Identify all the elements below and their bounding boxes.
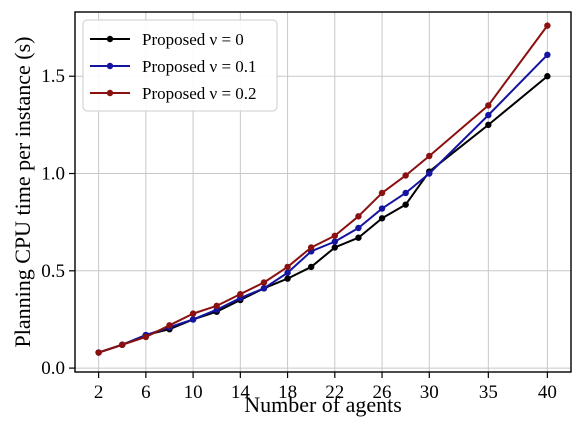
x-tick-label: 35 [479, 382, 498, 403]
data-point [142, 333, 150, 341]
y-tick-label: 0.5 [41, 261, 65, 282]
x-tick-label: 2 [94, 382, 104, 403]
series-line-0 [95, 73, 551, 356]
y-tick-label: 1.5 [41, 66, 65, 87]
data-point [485, 102, 492, 109]
x-tick-label: 6 [141, 382, 151, 403]
data-point [166, 322, 173, 329]
data-point [189, 310, 197, 317]
data-point [402, 172, 409, 179]
x-tick-label: 26 [373, 382, 392, 403]
series-line-2 [95, 22, 551, 356]
data-point [331, 244, 339, 251]
data-point [189, 316, 197, 323]
y-axis: 0.0 0.5 1.0 1.5 [41, 66, 75, 379]
x-tick-label: 18 [278, 382, 297, 403]
legend-marker [106, 35, 114, 43]
plot-frame [74, 11, 572, 373]
legend: Proposed ν = 0 Proposed ν = 0.1 Proposed ν… [82, 19, 278, 112]
data-point [485, 111, 492, 119]
data-point [378, 189, 386, 197]
legend-box [82, 19, 278, 112]
data-point [426, 152, 433, 160]
legend-label: Proposed ν = 0.2 [142, 84, 257, 103]
data-point [237, 290, 244, 298]
data-point [402, 201, 409, 208]
y-axis-label: Planning CPU time per instance (s) [10, 36, 35, 347]
data-point [378, 215, 386, 222]
data-point [95, 349, 102, 356]
x-tick-label: 22 [325, 382, 344, 403]
data-point [307, 263, 315, 271]
data-point [331, 232, 339, 239]
data-point [485, 121, 492, 129]
data-point [426, 170, 433, 177]
y-tick-label: 0.0 [41, 358, 65, 379]
data-point [378, 205, 386, 212]
x-axis-label: Number of agents [244, 392, 402, 417]
data-point [544, 73, 551, 80]
series-layer [95, 22, 551, 356]
legend-item: Proposed ν = 0.2 [90, 84, 257, 103]
data-point [284, 269, 291, 276]
data-point [260, 279, 268, 286]
x-tick-label: 10 [184, 382, 203, 403]
data-point [331, 238, 339, 245]
data-point [260, 285, 268, 292]
x-tick-label: 40 [538, 382, 557, 403]
data-point [544, 51, 551, 59]
legend-item: Proposed ν = 0.1 [90, 57, 257, 76]
x-tick-label: 14 [231, 382, 251, 403]
legend-label: Proposed ν = 0 [142, 30, 244, 49]
series-path [98, 75, 549, 354]
x-tick-label: 30 [420, 382, 439, 403]
y-tick-label: 1.0 [41, 164, 65, 185]
x-axis: 2 6 10 14 18 22 26 30 35 40 [94, 372, 557, 403]
legend-marker [106, 62, 114, 70]
data-point [307, 244, 315, 251]
data-point [119, 341, 126, 348]
data-point [402, 189, 409, 197]
data-point [355, 224, 362, 232]
data-point [355, 213, 362, 220]
legend-marker [106, 89, 114, 97]
grid [75, 12, 571, 372]
data-point [284, 263, 291, 271]
legend-item: Proposed ν = 0 [90, 30, 244, 49]
data-point [213, 302, 220, 310]
data-point [544, 22, 551, 29]
data-point [284, 275, 291, 282]
legend-label: Proposed ν = 0.1 [142, 57, 257, 76]
data-point [355, 234, 362, 241]
